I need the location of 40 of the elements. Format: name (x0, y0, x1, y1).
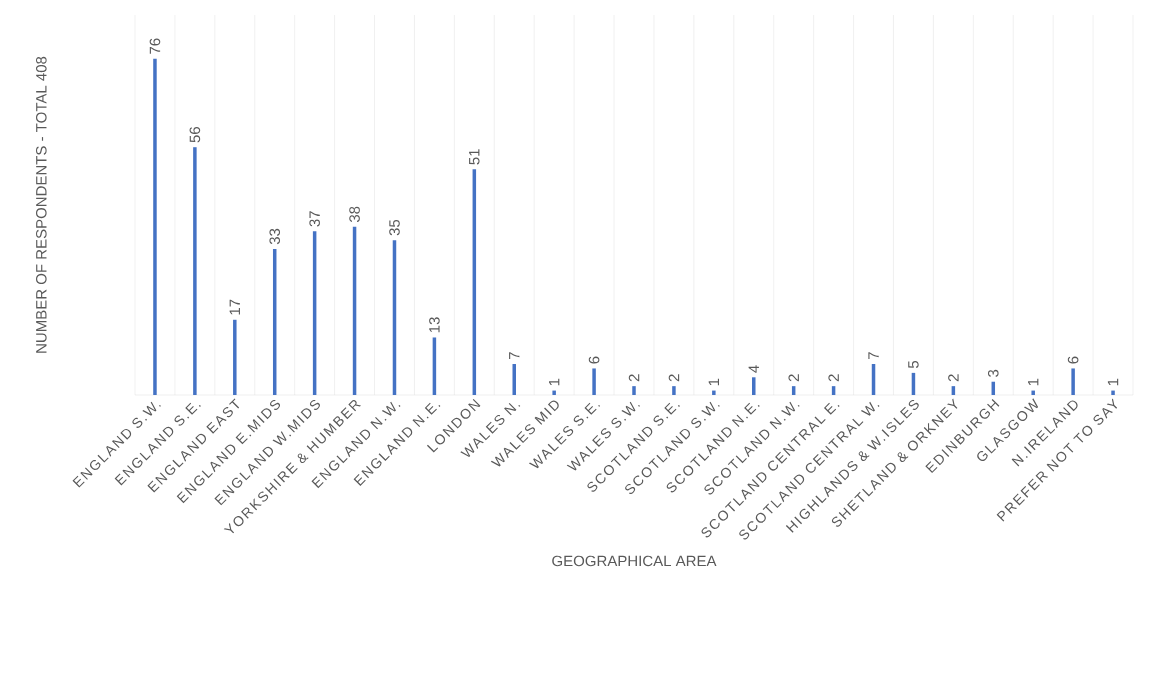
data-label: 1 (1028, 378, 1039, 386)
data-label: 37 (309, 211, 320, 227)
data-label: 3 (987, 369, 999, 377)
y-axis-title: NUMBER OF RESPONDENTS - TOTAL 408 (36, 56, 47, 353)
bar (153, 58, 157, 395)
bar (632, 386, 636, 395)
bar (1071, 368, 1075, 395)
data-label: 33 (269, 228, 281, 245)
data-label: 2 (668, 374, 680, 382)
data-label: 51 (469, 149, 480, 165)
bar (712, 390, 716, 395)
data-label: 13 (429, 317, 440, 333)
data-label: 56 (189, 126, 201, 143)
data-label: 7 (509, 352, 520, 360)
data-label: 4 (748, 365, 759, 373)
data-label: 2 (828, 374, 839, 382)
data-label: 5 (908, 360, 919, 369)
x-axis-title: GEOGRAPHICAL AREA (552, 555, 717, 567)
bar (752, 377, 756, 395)
data-label: 2 (628, 374, 640, 382)
bar (552, 390, 556, 395)
bar (1111, 390, 1115, 395)
bar (1031, 390, 1035, 395)
data-label: 1 (1107, 378, 1119, 386)
data-label: 35 (389, 219, 400, 236)
data-label: 38 (349, 206, 360, 223)
bar (672, 386, 676, 395)
data-label: 17 (229, 299, 240, 315)
data-label: 2 (948, 374, 959, 382)
data-label: 6 (1067, 356, 1079, 364)
data-label: 2 (788, 374, 799, 382)
data-label: 76 (149, 38, 161, 54)
data-label: 1 (708, 378, 719, 386)
data-label: 7 (868, 352, 879, 360)
bar (193, 147, 197, 395)
data-label: 1 (549, 378, 560, 386)
data-label: 6 (588, 356, 600, 364)
bar (592, 368, 596, 395)
bar (512, 364, 516, 395)
bar (233, 319, 237, 395)
